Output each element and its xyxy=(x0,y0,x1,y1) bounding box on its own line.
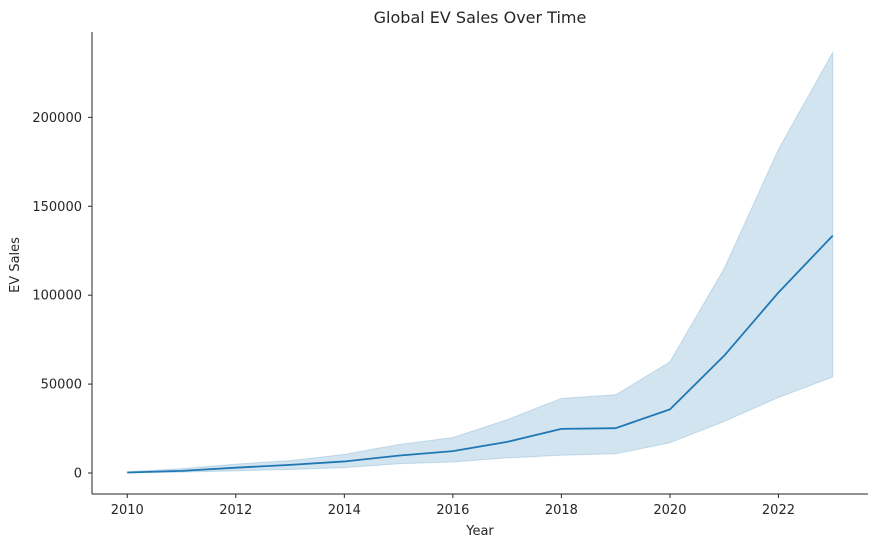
plot-area xyxy=(126,50,834,474)
y-axis-title: EV Sales xyxy=(8,237,23,293)
y-tick-label-200000: 200000 xyxy=(32,111,82,126)
confidence-band xyxy=(126,50,834,474)
y-tick-label-50000: 50000 xyxy=(41,378,82,393)
series-line xyxy=(127,234,834,474)
x-tick-label-2016: 2016 xyxy=(436,503,469,518)
chart-title: Global EV Sales Over Time xyxy=(374,8,587,27)
x-tick-label-2020: 2020 xyxy=(653,503,686,518)
x-tick-label-2014: 2014 xyxy=(328,503,361,518)
y-tick-label-0: 0 xyxy=(74,467,82,482)
x-tick-label-2012: 2012 xyxy=(219,503,252,518)
x-axis-title: Year xyxy=(465,524,494,539)
x-tick-label-2010: 2010 xyxy=(111,503,144,518)
axes: 2010 2012 2014 2016 2018 2020 2022 0 50000 100000… xyxy=(32,32,868,518)
x-tick-label-2018: 2018 xyxy=(545,503,578,518)
y-tick-label-100000: 100000 xyxy=(32,289,82,304)
x-tick-label-2022: 2022 xyxy=(762,503,795,518)
y-tick-label-150000: 150000 xyxy=(32,200,82,215)
